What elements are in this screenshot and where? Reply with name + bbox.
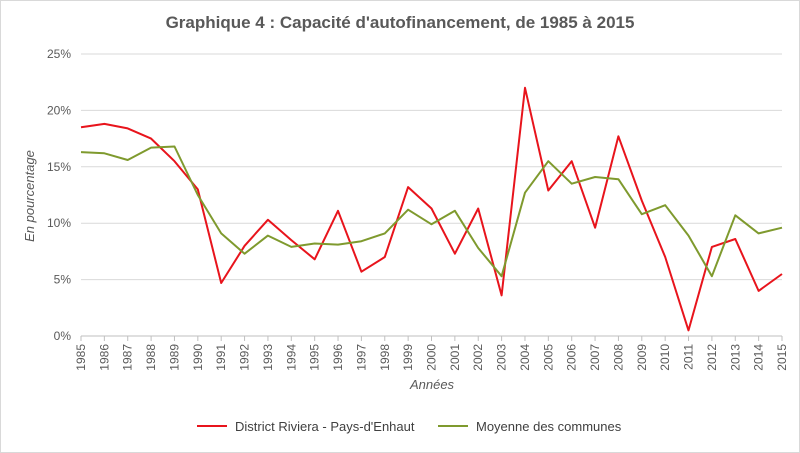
- x-tick-label: 2002: [471, 344, 485, 371]
- x-tick-label: 2007: [588, 344, 602, 371]
- x-tick-label: 1986: [97, 344, 111, 371]
- series-group: [80, 86, 783, 332]
- x-tick-label: 2009: [635, 344, 649, 371]
- y-axis-ticks: 0% 5% 10% 15% 20% 25%: [47, 47, 71, 343]
- x-tick-label: 1987: [121, 344, 135, 371]
- x-tick-label: 2003: [495, 344, 509, 371]
- x-tick-label: 2006: [565, 344, 579, 371]
- x-tick-label: 1998: [378, 344, 392, 371]
- y-tick-label: 20%: [47, 103, 71, 117]
- x-tick-label: 2014: [752, 344, 766, 371]
- x-tick-label: 2001: [448, 344, 462, 371]
- legend-label-0: District Riviera - Pays-d'Enhaut: [235, 419, 415, 434]
- series-line-1: [80, 145, 783, 278]
- x-tick-label: 2004: [518, 344, 532, 371]
- y-tick-label: 5%: [54, 273, 72, 287]
- x-tick-label: 2008: [611, 344, 625, 371]
- x-tick-label: 1992: [238, 344, 252, 371]
- gridlines: [81, 53, 782, 281]
- chart-title: Graphique 4 : Capacité d'autofinancement…: [166, 13, 635, 32]
- x-tick-label: 2005: [541, 344, 555, 371]
- x-tick-label: 1994: [284, 344, 298, 371]
- x-tick-label: 1990: [191, 344, 205, 371]
- series-line-0: [80, 86, 783, 332]
- legend: District Riviera - Pays-d'Enhaut Moyenne …: [197, 419, 622, 434]
- y-tick-label: 0%: [54, 329, 72, 343]
- x-tick-label: 1993: [261, 344, 275, 371]
- x-tick-label: 2012: [705, 344, 719, 371]
- y-tick-label: 25%: [47, 47, 71, 61]
- x-tick-label: 1995: [308, 344, 322, 371]
- y-tick-label: 15%: [47, 160, 71, 174]
- legend-label-1: Moyenne des communes: [476, 419, 622, 434]
- x-tick-label: 2010: [658, 344, 672, 371]
- x-tick-label: 2015: [775, 344, 789, 371]
- x-tick-label: 1985: [74, 344, 88, 371]
- x-tick-label: 1988: [144, 344, 158, 371]
- y-tick-label: 10%: [47, 216, 71, 230]
- x-tick-label: 1999: [401, 344, 415, 371]
- x-tick-label: 1991: [214, 344, 228, 371]
- x-tick-label: 1996: [331, 344, 345, 371]
- y-axis-title: En pourcentage: [22, 150, 37, 242]
- x-axis-title: Années: [409, 377, 455, 392]
- x-tick-label: 2013: [728, 344, 742, 371]
- x-tick-label: 1989: [167, 344, 181, 371]
- x-tick-label: 2000: [425, 344, 439, 371]
- x-axis-ticks: 1985 1986 1987 1988 1989 1990 1991 1992 1993 1994…: [74, 336, 789, 371]
- x-tick-label: 1997: [354, 344, 368, 371]
- x-tick-label: 2011: [682, 344, 696, 370]
